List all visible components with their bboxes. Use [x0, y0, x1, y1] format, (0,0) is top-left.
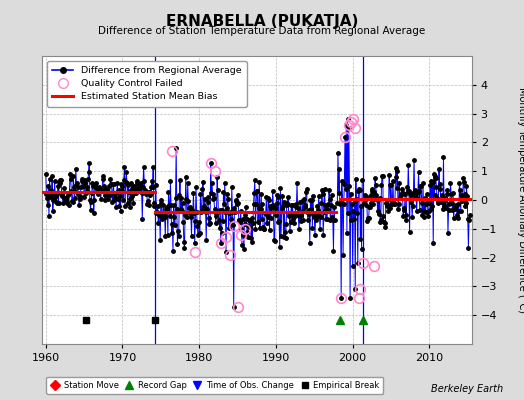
Text: Berkeley Earth: Berkeley Earth [431, 384, 503, 394]
Y-axis label: Monthly Temperature Anomaly Difference (°C): Monthly Temperature Anomaly Difference (… [517, 87, 524, 313]
Legend: Difference from Regional Average, Quality Control Failed, Estimated Station Mean: Difference from Regional Average, Qualit… [47, 61, 247, 107]
Text: Difference of Station Temperature Data from Regional Average: Difference of Station Temperature Data f… [99, 26, 425, 36]
Legend: Station Move, Record Gap, Time of Obs. Change, Empirical Break: Station Move, Record Gap, Time of Obs. C… [46, 376, 383, 394]
Text: ERNABELLA (PUKATJA): ERNABELLA (PUKATJA) [166, 14, 358, 29]
